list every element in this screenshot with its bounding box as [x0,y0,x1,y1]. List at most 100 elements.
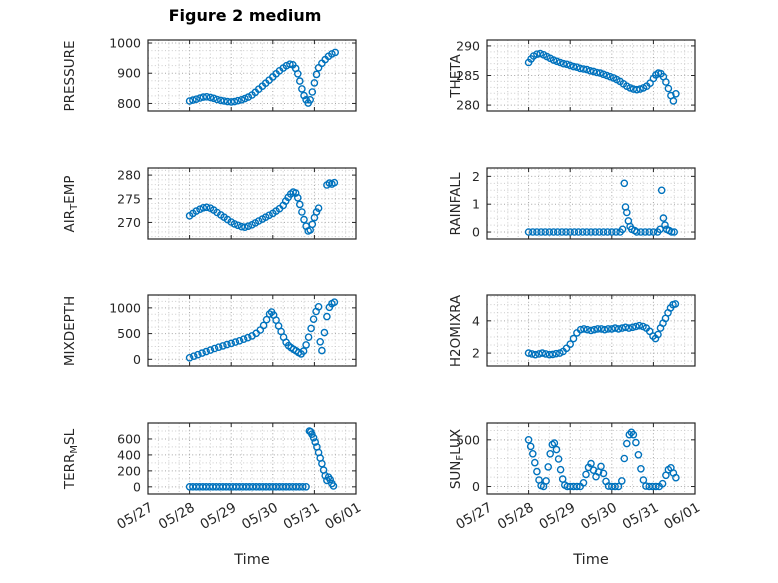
data-point [593,325,602,333]
ytick-label: 400 [117,447,141,462]
data-point [231,338,240,346]
data-point [262,315,271,324]
subplot-air-temp: 270 275 280 [117,167,357,240]
data-point [531,350,540,359]
time-axis-label-left: Time [234,552,270,568]
data-point [599,228,608,236]
data-point [652,482,660,491]
data-point [612,228,620,236]
ytick-label: 0 [472,225,480,240]
data-point [314,302,323,311]
data-point [524,228,533,236]
data-point [223,97,232,106]
data-point [198,349,206,357]
data-point [286,60,294,68]
data-point [626,84,634,92]
data-point [265,211,273,220]
data-point [556,465,565,474]
data-point [298,208,306,216]
data-point [307,324,315,333]
data-point [600,325,609,334]
data-point [654,330,662,339]
data-point [298,85,306,93]
data-point [244,93,253,101]
data-point [621,323,630,332]
data-point [634,450,643,459]
data-point [538,349,547,357]
data-point [604,325,612,333]
ytick-label: 280 [456,98,480,113]
xtick-label: 06/01 [322,500,364,533]
data-point [314,204,323,212]
data-point [573,482,581,491]
data-point [579,478,588,487]
data-point [599,70,608,79]
data-point [185,97,194,105]
data-point [227,339,235,348]
axes-box-terr-msl [147,422,357,495]
pressure-ylabel: PRESSURE [62,40,78,111]
data-point [672,90,680,98]
data-point [254,217,263,225]
data-point [587,228,595,236]
data-point [318,346,326,355]
data-point [562,344,571,353]
data-point [318,459,326,468]
data-point [636,85,644,93]
data-point [544,463,553,471]
axes-box-rainfall [486,167,696,240]
data-point [562,228,570,236]
data-point [566,340,575,349]
data-point [549,56,558,64]
xtick-label: 05/29 [198,500,240,533]
series-sun-flux [524,428,680,491]
ytick-label: 0 [472,479,480,494]
data-point [524,435,533,444]
data-point [310,79,319,87]
data-point [202,93,211,101]
data-point [330,178,339,187]
ytick-label: 280 [117,168,141,183]
data-point [524,349,533,357]
subplot-rainfall: 0 1 2 [472,167,696,240]
data-point [220,97,228,105]
axes-box-sun-flux [486,422,696,495]
data-point [234,96,242,105]
data-point [583,65,591,74]
time-axis-label-right: Time [573,552,609,568]
data-point [323,312,331,321]
data-point [234,221,242,230]
data-point [603,228,612,236]
data-point [293,70,302,78]
axes-box-h2omixra [486,294,696,367]
data-point [573,63,581,71]
h2omixra-ylabel: H2OMIXRA [448,294,464,367]
data-point [550,439,559,447]
data-point [670,228,679,236]
data-point [235,336,244,345]
data-point [326,475,335,484]
data-point [639,476,648,484]
data-point [306,96,315,104]
data-point [608,228,616,236]
data-point [536,49,545,58]
series-air-temp [185,178,339,235]
data-point [587,459,595,468]
ytick-label: 2 [472,346,480,361]
data-point [578,228,587,236]
series-mixdepth [185,298,339,362]
data-point [606,72,614,81]
ytick-label: 0 [133,479,141,494]
data-point [633,85,641,94]
data-point [552,445,561,454]
ytick-label: 2 [472,169,480,184]
data-point [298,482,307,491]
subplot-mixdepth: 0 500 1000 [109,294,357,367]
data-point [591,228,600,236]
data-point [241,223,249,231]
data-point [237,96,246,104]
data-point [541,228,550,236]
ytick-label: 290 [456,38,480,53]
